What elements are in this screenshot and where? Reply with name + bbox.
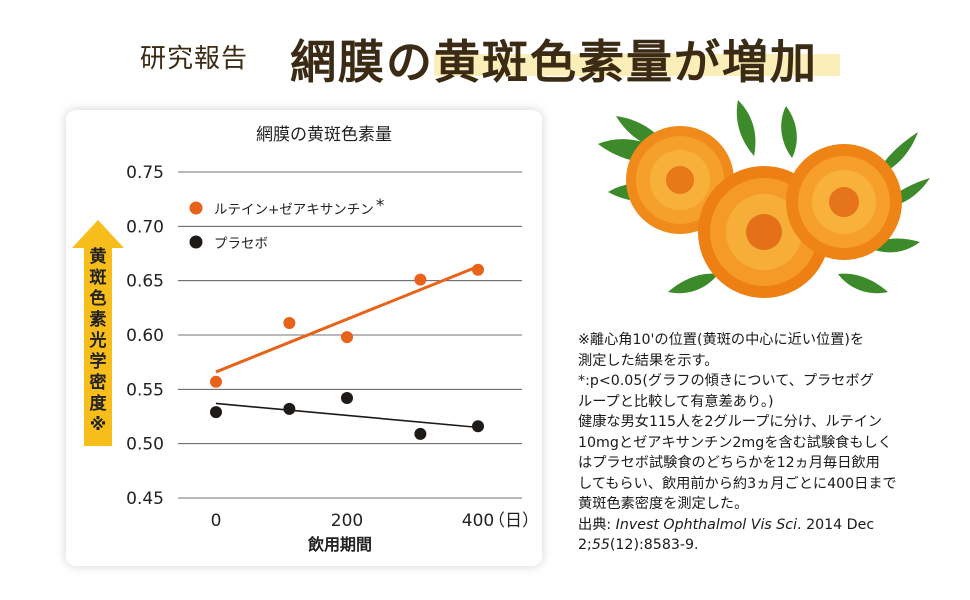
y-tick-labels: 0.45 0.50 0.55 0.60 0.65 0.70 0.75: [126, 163, 164, 509]
data-points: [210, 263, 484, 440]
legend-marker-lutein: [189, 201, 203, 215]
y-axis-label-char: ※: [90, 415, 107, 435]
x-tick-labels: 0 200 400: [211, 511, 495, 531]
y-axis-label-char: 度: [90, 393, 108, 414]
data-point-placebo: [341, 392, 353, 405]
study-notes: ※離心角10'の位置(黄斑の中心に近い位置)を 測定した結果を示す。 *:p<0…: [578, 330, 938, 556]
data-point-placebo: [210, 406, 222, 419]
y-tick-label: 0.60: [126, 326, 164, 346]
arrow-up-icon: [72, 220, 124, 446]
trend-line-lutein: [215, 265, 479, 374]
note-line: ループと比較して有意差あり。): [578, 393, 774, 410]
data-point-placebo: [472, 420, 484, 433]
data-point-lutein: [414, 273, 427, 286]
trend-lines: [215, 265, 479, 429]
source-citation-line2: 2;55(12):8583-9.: [578, 537, 699, 553]
legend: ルテイン+ゼアキサンチン * プラセボ: [189, 196, 384, 252]
note-line: してもらい、飲用前から約3ヵ月ごとに400日まで: [578, 475, 897, 492]
note-line: 健康な男女115人を2グループに分け、ルテイン: [578, 414, 883, 430]
y-axis-label-char: 密: [90, 372, 107, 393]
chart-card: 網膜の黄斑色素量 0.45 0.50 0.55 0.60 0.65 0.70 0.75 0 2…: [66, 110, 542, 566]
marigold-flowers-icon: [598, 100, 930, 298]
data-point-lutein: [210, 375, 222, 388]
heading: 研究報告 網膜の黄斑色素量が増加: [0, 20, 970, 89]
y-tick-label: 0.75: [126, 163, 164, 183]
heading-label: 研究報告: [140, 44, 249, 74]
note-line: ※離心角10'の位置(黄斑の中心に近い位置)を: [578, 332, 865, 348]
source-citation: 出典: Invest Ophthalmol Vis Sci. 2014 Dec: [578, 516, 875, 533]
chart: 網膜の黄斑色素量 0.45 0.50 0.55 0.60 0.65 0.70 0.75 0 2…: [72, 125, 539, 554]
x-tick-label: 0: [211, 511, 222, 531]
note-line: 黄斑色素密度を測定した。: [578, 496, 749, 512]
y-tick-label: 0.45: [126, 489, 164, 509]
legend-label-lutein: ルテイン+ゼアキサンチン *: [214, 196, 384, 218]
y-axis-label: 黄斑色素光学密度※: [89, 246, 108, 435]
title-highlight: [434, 54, 840, 76]
y-axis-label-char: 色: [90, 288, 107, 309]
note-line: はプラセボ試験食のどちらかを12ヵ月毎日飲用: [578, 455, 880, 471]
note-line: 10mgとゼアキサンチン2mgを含む試験食もしく: [578, 434, 892, 451]
y-axis-arrow: 黄斑色素光学密度※: [72, 220, 124, 446]
y-tick-label: 0.55: [126, 380, 164, 400]
y-axis-label-char: 素: [90, 310, 107, 330]
x-axis-unit: （日）: [488, 511, 539, 531]
data-point-lutein: [341, 331, 353, 344]
x-tick-label: 200: [331, 511, 363, 531]
y-axis-label-char: 斑: [90, 268, 107, 288]
x-tick-label: 400: [462, 511, 494, 531]
y-tick-label: 0.65: [126, 272, 164, 292]
y-axis-label-char: 学: [90, 351, 107, 372]
y-tick-label: 0.70: [126, 217, 164, 237]
data-point-lutein: [283, 317, 296, 330]
x-axis-label: 飲用期間: [307, 535, 372, 554]
note-line: 測定した結果を示す。: [578, 352, 719, 369]
trend-line-placebo: [215, 402, 479, 429]
legend-label-placebo: プラセボ: [214, 236, 268, 252]
chart-title: 網膜の黄斑色素量: [256, 125, 392, 145]
y-axis-label-char: 黄: [90, 246, 107, 267]
data-point-placebo: [283, 402, 296, 415]
page-title: 網膜の黄斑色素量が増加: [290, 35, 818, 89]
data-point-placebo: [414, 427, 427, 440]
data-point-lutein: [472, 263, 484, 276]
y-tick-label: 0.50: [126, 435, 164, 455]
note-line: *:p<0.05(グラフの傾きについて、プラセボグ: [578, 373, 874, 389]
y-axis-label-char: 光: [89, 330, 107, 351]
legend-marker-placebo: [189, 235, 203, 249]
